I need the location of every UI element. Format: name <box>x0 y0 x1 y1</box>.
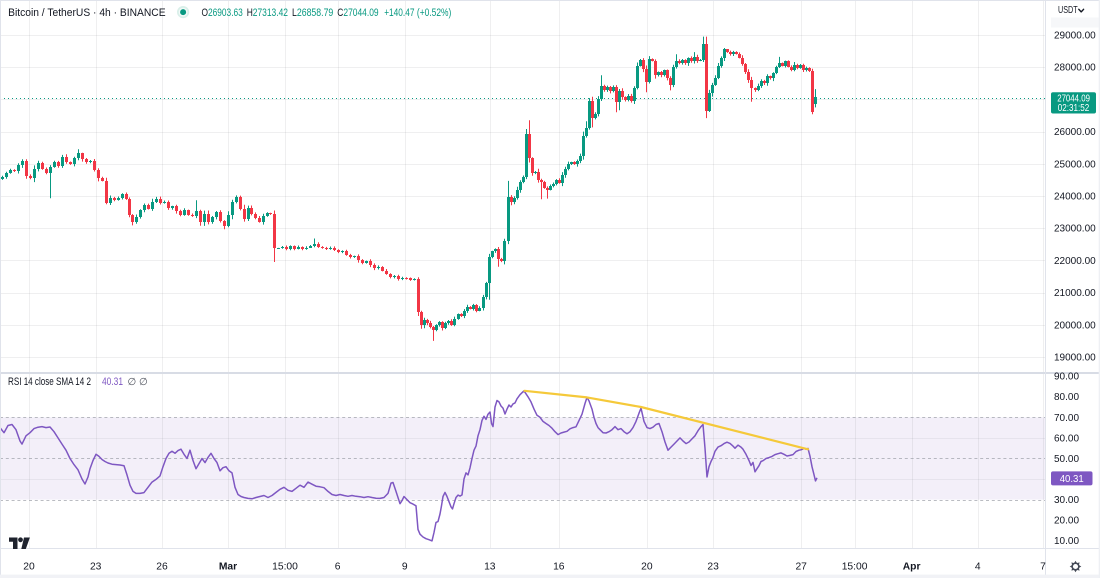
svg-text:29000.00: 29000.00 <box>1054 31 1096 42</box>
svg-text:(+0.52%): (+0.52%) <box>417 7 451 19</box>
svg-text:15:00: 15:00 <box>272 561 298 572</box>
svg-text:16: 16 <box>553 561 565 572</box>
svg-text:23: 23 <box>707 561 719 572</box>
svg-text:27044.09: 27044.09 <box>1057 94 1090 105</box>
svg-text:9: 9 <box>402 561 408 572</box>
svg-text:60.00: 60.00 <box>1054 433 1079 444</box>
svg-text:22000.00: 22000.00 <box>1054 256 1096 267</box>
svg-text:13: 13 <box>484 561 496 572</box>
svg-text:20.00: 20.00 <box>1054 516 1079 527</box>
svg-text:50.00: 50.00 <box>1054 454 1079 465</box>
svg-text:10.00: 10.00 <box>1054 536 1079 547</box>
svg-text:28000.00: 28000.00 <box>1054 63 1096 74</box>
svg-text:21000.00: 21000.00 <box>1054 288 1096 299</box>
svg-text:80.00: 80.00 <box>1054 392 1079 403</box>
svg-text:6: 6 <box>335 561 341 572</box>
svg-text:20: 20 <box>23 561 35 572</box>
svg-text:L26858.79: L26858.79 <box>292 7 333 19</box>
svg-text:40.31: 40.31 <box>102 376 123 388</box>
svg-text:Bitcoin / TetherUS · 4h · BINA: Bitcoin / TetherUS · 4h · BINANCE <box>8 7 166 19</box>
svg-text:23000.00: 23000.00 <box>1054 224 1096 235</box>
svg-text:15:00: 15:00 <box>842 561 868 572</box>
svg-text:Mar: Mar <box>219 561 237 572</box>
svg-text:90.00: 90.00 <box>1054 372 1079 383</box>
svg-text:27: 27 <box>795 561 807 572</box>
svg-text:40.31: 40.31 <box>1060 474 1084 485</box>
svg-text:23: 23 <box>90 561 102 572</box>
svg-text:20: 20 <box>641 561 653 572</box>
svg-text:4: 4 <box>975 561 981 572</box>
svg-text:26000.00: 26000.00 <box>1054 127 1096 138</box>
svg-text:Apr: Apr <box>903 561 921 572</box>
svg-text:30.00: 30.00 <box>1054 495 1079 506</box>
svg-text:20000.00: 20000.00 <box>1054 320 1096 331</box>
svg-text:7: 7 <box>1040 561 1046 572</box>
svg-text:25000.00: 25000.00 <box>1054 159 1096 170</box>
svg-text:USDT: USDT <box>1058 5 1078 16</box>
svg-text:19000.00: 19000.00 <box>1054 353 1096 364</box>
svg-text:02:31:52: 02:31:52 <box>1058 103 1090 114</box>
svg-text:70.00: 70.00 <box>1054 413 1079 424</box>
svg-text:H27313.42: H27313.42 <box>247 7 288 19</box>
svg-text:24000.00: 24000.00 <box>1054 192 1096 203</box>
svg-text:C27044.09: C27044.09 <box>337 7 378 19</box>
svg-text:RSI 14 close SMA 14 2: RSI 14 close SMA 14 2 <box>8 376 91 388</box>
svg-text:26: 26 <box>156 561 168 572</box>
svg-text:O26903.63: O26903.63 <box>202 7 243 19</box>
svg-text:+140.47: +140.47 <box>384 7 414 19</box>
svg-text:∅ ∅: ∅ ∅ <box>128 377 148 388</box>
